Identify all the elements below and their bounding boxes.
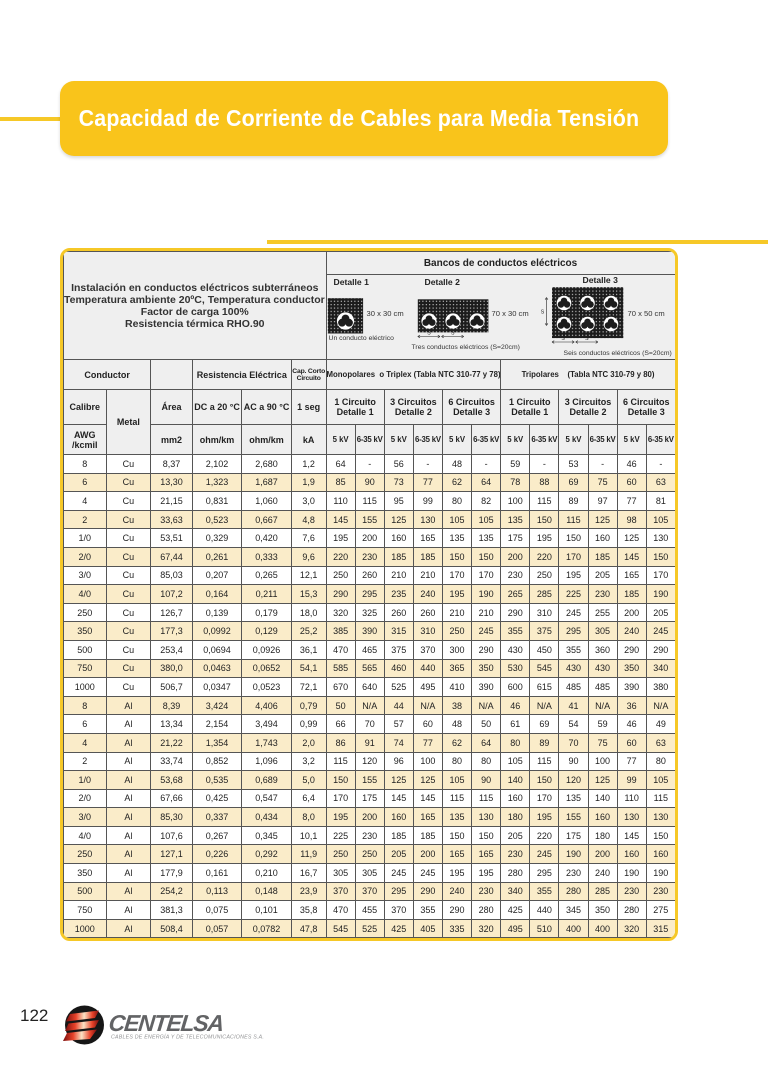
svg-text:S: S (561, 336, 565, 342)
svg-text:S: S (450, 331, 454, 337)
svg-text:S: S (585, 336, 589, 342)
svg-text:S: S (540, 310, 544, 316)
svg-text:CENTELSA: CENTELSA (108, 1010, 225, 1036)
svg-text:CABLES DE ENERGÍA Y DE TELECOM: CABLES DE ENERGÍA Y DE TELECOMUNICACIONE… (111, 1034, 264, 1041)
svg-text:S: S (427, 331, 431, 337)
